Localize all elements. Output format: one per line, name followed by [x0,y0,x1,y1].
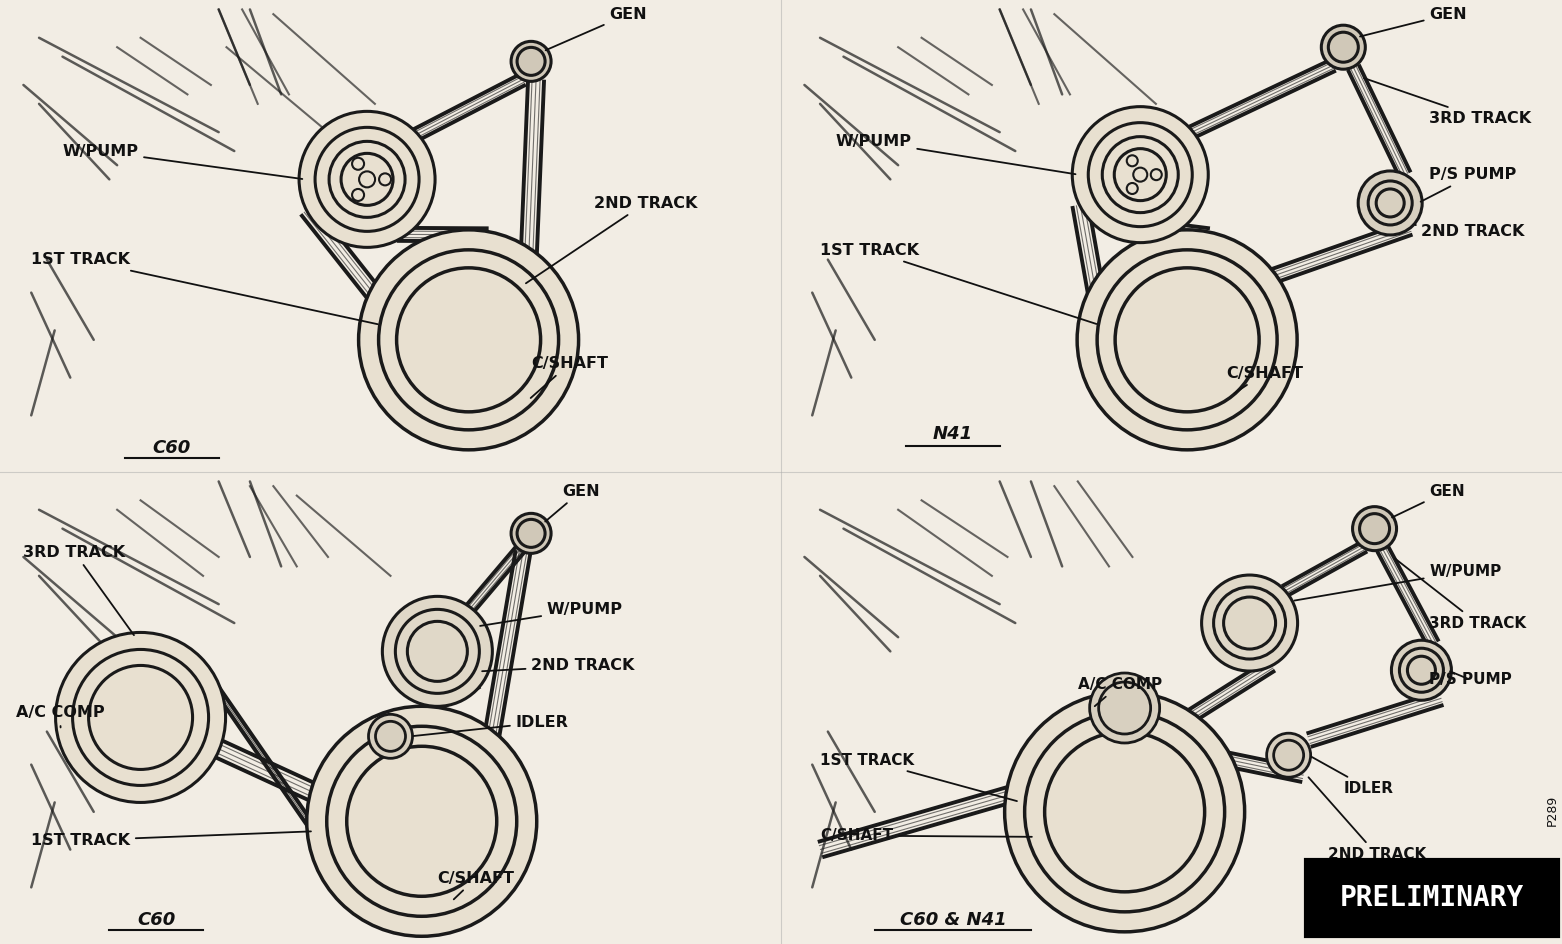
Text: 2ND TRACK: 2ND TRACK [526,195,697,283]
FancyBboxPatch shape [1306,860,1557,936]
Text: C60: C60 [153,439,191,457]
Circle shape [511,42,551,81]
Circle shape [1004,692,1245,932]
Circle shape [369,715,412,758]
Circle shape [359,229,578,450]
Circle shape [1359,171,1421,235]
Circle shape [1090,673,1159,743]
Text: N41: N41 [933,425,973,443]
Text: W/PUMP: W/PUMP [836,134,1076,175]
Text: IDLER: IDLER [414,715,569,736]
Text: C/SHAFT: C/SHAFT [437,870,514,900]
Circle shape [298,111,436,247]
Text: C60: C60 [137,911,175,929]
Text: 3RD TRACK: 3RD TRACK [23,545,134,635]
Text: A/C COMP: A/C COMP [1078,677,1162,706]
Text: IDLER: IDLER [1311,756,1393,796]
Circle shape [383,597,492,706]
Text: P/S PUMP: P/S PUMP [1421,167,1517,202]
Circle shape [1078,229,1296,450]
Circle shape [1353,507,1396,550]
Text: GEN: GEN [1392,483,1465,517]
Text: 2ND TRACK: 2ND TRACK [1415,224,1525,239]
Text: 1ST TRACK: 1ST TRACK [820,243,1097,324]
Circle shape [56,632,225,802]
Text: W/PUMP: W/PUMP [1295,564,1501,600]
Text: 1ST TRACK: 1ST TRACK [31,832,311,848]
Text: PRELIMINARY: PRELIMINARY [1340,884,1525,912]
Text: P/S PUMP: P/S PUMP [1429,671,1512,687]
Circle shape [511,514,551,553]
Text: C/SHAFT: C/SHAFT [820,828,1032,843]
Text: P289: P289 [1545,794,1559,826]
Text: 2ND TRACK: 2ND TRACK [1309,777,1426,862]
Circle shape [1201,575,1298,671]
Text: 2ND TRACK: 2ND TRACK [483,658,634,673]
Text: C/SHAFT: C/SHAFT [531,356,608,398]
Text: A/C COMP: A/C COMP [16,705,105,728]
Circle shape [1321,25,1365,69]
Circle shape [1267,733,1311,777]
Text: 3RD TRACK: 3RD TRACK [1395,558,1526,631]
Circle shape [306,706,537,936]
Text: C60 & N41: C60 & N41 [900,911,1006,929]
Circle shape [1072,107,1209,243]
Text: W/PUMP: W/PUMP [62,143,303,179]
Text: 1ST TRACK: 1ST TRACK [820,752,1017,801]
Text: C/SHAFT: C/SHAFT [1226,365,1303,394]
Text: GEN: GEN [545,7,647,50]
Circle shape [1392,640,1451,700]
Text: GEN: GEN [1361,7,1467,37]
Text: W/PUMP: W/PUMP [480,601,623,626]
Text: GEN: GEN [545,483,600,522]
Text: 3RD TRACK: 3RD TRACK [1364,78,1531,126]
Text: 1ST TRACK: 1ST TRACK [31,252,378,324]
